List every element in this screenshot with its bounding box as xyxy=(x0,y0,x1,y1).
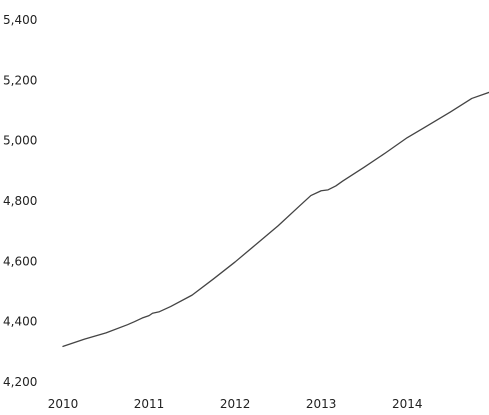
y-tick-label: 4,400 xyxy=(3,315,37,329)
y-tick-label: 5,000 xyxy=(3,134,37,148)
x-tick-label: 2010 xyxy=(48,397,79,411)
y-tick-label: 4,600 xyxy=(3,254,37,268)
x-axis: 2010 2011 2012 2013 2014 xyxy=(48,397,423,411)
x-tick-label: 2011 xyxy=(134,397,165,411)
x-tick-label: 2014 xyxy=(392,397,423,411)
series-line xyxy=(62,91,489,348)
y-tick-label: 5,200 xyxy=(3,73,37,87)
x-tick-label: 2012 xyxy=(220,397,251,411)
x-tick-label: 2013 xyxy=(306,397,337,411)
y-axis: 4,200 4,400 4,600 4,800 5,000 5,200 5,400 xyxy=(3,13,37,389)
plot-area xyxy=(62,91,489,348)
y-tick-label: 5,400 xyxy=(3,13,37,27)
y-tick-label: 4,200 xyxy=(3,375,37,389)
y-tick-label: 4,800 xyxy=(3,194,37,208)
